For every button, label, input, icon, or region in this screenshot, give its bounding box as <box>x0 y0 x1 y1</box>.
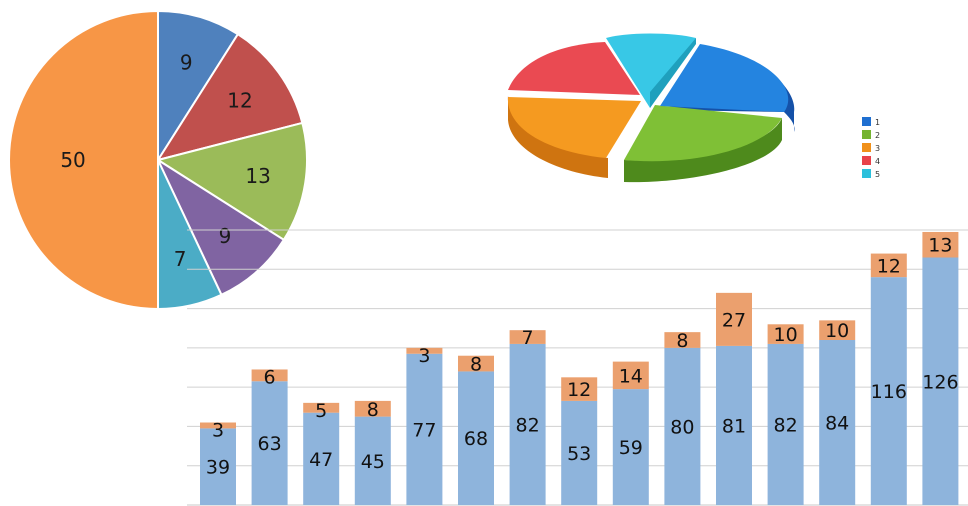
bar-top-5 <box>406 347 443 354</box>
bar-base-label-5: 77 <box>412 419 436 441</box>
pie-slice-label-2: 12 <box>227 88 252 112</box>
bar-top-label-4: 8 <box>367 399 379 421</box>
bar-base-label-15: 126 <box>922 371 958 393</box>
bar-top-label-11: 27 <box>722 309 746 331</box>
legend-swatch-2 <box>862 130 871 139</box>
bar-base-label-1: 39 <box>206 457 230 479</box>
pie-slice-label-3: 13 <box>245 164 270 188</box>
bar-base-10 <box>664 347 701 505</box>
legend-label-5: 5 <box>875 170 880 179</box>
bar-top-12 <box>767 324 804 344</box>
bar-base-label-7: 82 <box>516 414 540 436</box>
bar-top-10 <box>664 332 701 348</box>
pie-slice-3 <box>155 121 308 242</box>
legend-label-2: 2 <box>875 131 880 140</box>
bar-top-6 <box>458 355 494 372</box>
bar-top-label-10: 8 <box>676 330 688 352</box>
bar-base-label-12: 82 <box>774 414 798 436</box>
pie3d-slice-5 <box>606 33 696 108</box>
pie-slice-2 <box>155 32 304 162</box>
legend-swatch-3 <box>862 143 871 152</box>
pie-slice-6 <box>8 9 159 311</box>
bar-top-label-5: 3 <box>418 345 430 367</box>
bar-base-label-3: 47 <box>309 449 333 471</box>
pie-slice-label-6: 50 <box>60 148 85 172</box>
bar-base-6 <box>458 371 494 505</box>
pie-slice-1 <box>157 9 240 164</box>
bar-top-label-7: 7 <box>522 327 534 349</box>
pie3d-slice-5-side <box>650 38 696 108</box>
pie-slice-label-1: 9 <box>180 51 193 75</box>
bar-base-11 <box>716 345 752 505</box>
pie-slice-4 <box>155 157 286 297</box>
bar-base-9 <box>612 389 649 505</box>
bar-top-label-3: 5 <box>315 400 327 422</box>
pie-chart-3d <box>507 33 795 183</box>
bar-top-label-13: 10 <box>825 320 849 342</box>
bar-base-3 <box>303 412 340 505</box>
bar-top-label-1: 3 <box>212 420 224 442</box>
bar-base-1 <box>200 428 236 505</box>
bar-base-label-11: 81 <box>722 415 746 437</box>
legend-swatch-4 <box>862 156 871 165</box>
bar-top-1 <box>200 422 236 429</box>
bar-base-5 <box>406 353 443 505</box>
bar-top-label-6: 8 <box>470 354 482 376</box>
bar-top-15 <box>922 231 959 258</box>
bar-base-label-14: 116 <box>871 381 907 403</box>
bar-base-label-2: 63 <box>258 433 282 455</box>
bar-base-label-13: 84 <box>825 413 849 435</box>
bar-base-12 <box>767 343 804 505</box>
bar-base-label-6: 68 <box>464 428 488 450</box>
bar-top-label-14: 12 <box>877 255 901 277</box>
pie3d-legend: 1 2 3 4 5 <box>862 117 880 179</box>
bar-top-label-2: 6 <box>264 366 276 388</box>
bar-base-label-10: 80 <box>670 416 694 438</box>
bar-base-4 <box>354 416 391 505</box>
bar-base-2 <box>251 381 288 505</box>
legend-label-4: 4 <box>875 157 880 166</box>
bar-base-8 <box>561 400 598 505</box>
bar-top-14 <box>870 253 907 278</box>
legend-label-3: 3 <box>875 144 880 153</box>
bar-base-label-8: 53 <box>567 443 591 465</box>
pie3d-slice-2-side <box>624 118 782 183</box>
bar-marks: 39 3 63 6 47 5 45 8 77 3 68 8 82 7 53 12 59 14 80 8 81 27 82 10… <box>200 231 959 505</box>
pie-slice-label-4: 9 <box>219 224 232 248</box>
bar-top-label-15: 13 <box>928 235 952 257</box>
stacked-bar-chart: 39 3 63 6 47 5 45 8 77 3 68 8 82 7 53 12 59 14 80 8 81 27 82 10… <box>187 229 968 506</box>
bar-base-label-9: 59 <box>619 437 643 459</box>
pie-slice-label-5: 7 <box>174 247 187 271</box>
pie3d-slice-1 <box>660 44 789 112</box>
legend-swatch-1 <box>862 117 871 126</box>
bar-top-9 <box>612 361 649 390</box>
bar-top-3 <box>303 402 340 413</box>
pie3d-slice-2 <box>624 105 782 162</box>
bar-top-13 <box>819 320 856 340</box>
bar-top-11 <box>716 292 752 346</box>
bar-base-13 <box>819 340 856 505</box>
bar-base-15 <box>922 257 959 505</box>
bar-top-7 <box>509 330 546 344</box>
pie-chart-2d: 9 12 13 9 7 50 <box>8 9 308 311</box>
bar-base-14 <box>870 277 907 505</box>
pie3d-slice-3-side <box>508 100 608 178</box>
bar-top-4 <box>354 400 391 417</box>
bar-top-label-9: 14 <box>619 365 643 387</box>
pie3d-slice-4 <box>508 42 640 95</box>
bar-top-8 <box>561 377 598 401</box>
bar-top-label-12: 10 <box>774 324 798 346</box>
bar-top-label-8: 12 <box>567 379 591 401</box>
bar-base-7 <box>509 343 546 505</box>
legend-label-1: 1 <box>875 118 880 127</box>
bar-base-label-4: 45 <box>361 451 385 473</box>
legend-swatch-5 <box>862 169 871 178</box>
bar-top-2 <box>251 369 288 382</box>
pie3d-slice-3 <box>507 97 641 158</box>
